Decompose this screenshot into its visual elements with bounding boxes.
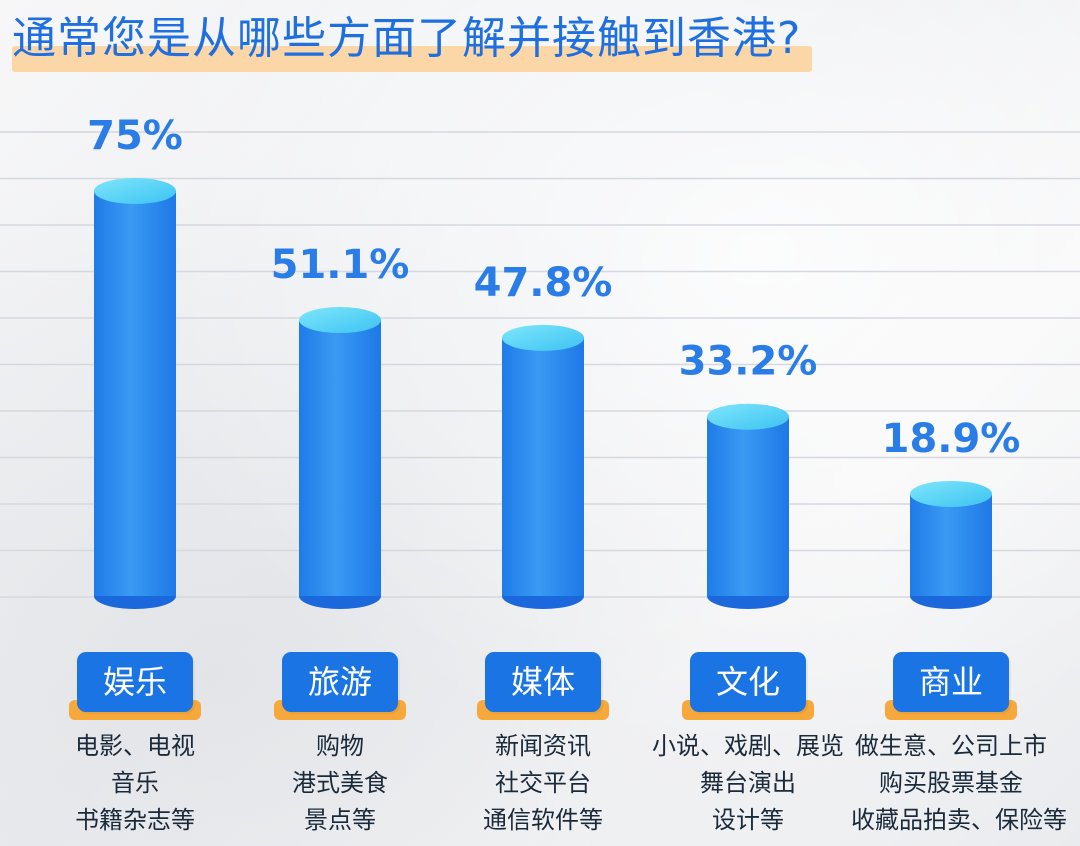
bar: 51.1%	[271, 242, 410, 609]
description-line: 音乐	[111, 769, 159, 797]
category-tab: 娱乐	[69, 652, 201, 720]
category-tab: 文化	[682, 652, 814, 720]
category-tab: 旅游	[274, 652, 406, 720]
description-line: 书籍杂志等	[75, 806, 195, 834]
data-label: 51.1%	[271, 242, 410, 288]
category-description: 电影、电视音乐书籍杂志等	[35, 728, 235, 839]
bar-top	[707, 403, 789, 430]
category-tab: 商业	[885, 652, 1017, 720]
category-description: 购物 港式美食 景点等	[240, 728, 440, 839]
bar: 33.2%	[679, 339, 818, 609]
bar: 18.9%	[882, 416, 1021, 609]
description-line: 购买股票基金	[879, 769, 1023, 797]
category-description: 新闻资讯社交平台通信软件等	[443, 728, 643, 839]
data-label: 75%	[87, 113, 183, 159]
description-line: 社交平台	[495, 769, 591, 797]
category-tab: 媒体	[477, 652, 609, 720]
description-line: 景点等	[304, 806, 376, 834]
bar-body	[707, 416, 789, 596]
description-line: 购物	[316, 732, 364, 760]
category-description: 小说、戏剧、展览 舞台演出设计等	[648, 728, 848, 839]
description-line: 电影、电视	[75, 732, 195, 760]
data-label: 18.9%	[882, 416, 1021, 462]
description-line: 做生意、公司上市	[855, 732, 1047, 760]
bar-top	[910, 480, 992, 507]
bar-body	[299, 320, 381, 596]
bar: 47.8%	[474, 260, 613, 609]
bar: 75%	[87, 113, 183, 609]
bar-body	[94, 191, 176, 596]
data-label: 33.2%	[679, 339, 818, 385]
description-line: 设计等	[712, 806, 784, 834]
description-line: 小说、戏剧、展览	[652, 732, 844, 760]
title-highlight	[12, 46, 812, 72]
description-line: 新闻资讯	[495, 732, 591, 760]
category-description: 做生意、公司上市 购买股票基金收藏品拍卖、保险等	[851, 728, 1067, 839]
description-line: 港式美食	[292, 769, 388, 797]
data-label: 47.8%	[474, 260, 613, 306]
bar-body	[502, 337, 584, 596]
page-title: 通常您是从哪些方面了解并接触到香港?	[12, 13, 802, 64]
description-line: 舞台演出	[700, 769, 796, 797]
description-line: 通信软件等	[483, 806, 603, 834]
bar-top	[299, 307, 381, 334]
description-line: 收藏品拍卖、保险等	[851, 806, 1067, 834]
title-block: 通常您是从哪些方面了解并接触到香港?	[12, 8, 812, 72]
bar-body	[910, 493, 992, 596]
bars-group: 75% 51.1% 47.8% 33.2% 18.9%	[87, 113, 1020, 609]
bar-top	[94, 178, 176, 204]
bar-top	[502, 324, 584, 351]
